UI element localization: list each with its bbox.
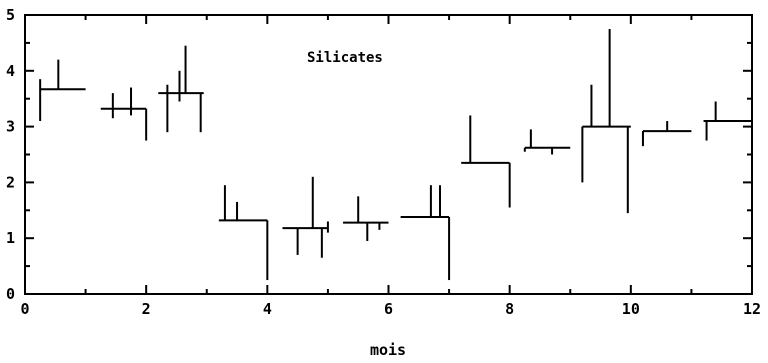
x-tick-label: 4 — [263, 300, 272, 318]
x-tick-label: 8 — [505, 300, 514, 318]
x-tick-label: 2 — [142, 300, 151, 318]
y-tick-label: 4 — [6, 62, 15, 80]
data-marks — [39, 28, 752, 281]
y-tick-label: 0 — [6, 285, 15, 303]
tick-marks — [24, 14, 753, 295]
x-tick-label: 6 — [384, 300, 393, 318]
y-tick-label: 2 — [6, 173, 15, 191]
y-tick-label: 3 — [6, 118, 15, 136]
y-tick-label: 5 — [6, 6, 15, 24]
x-tick-label: 12 — [743, 300, 761, 318]
x-tick-label: 10 — [622, 300, 640, 318]
plot-frame — [24, 14, 753, 295]
chart-title: Silicates — [307, 50, 383, 66]
x-axis-label: mois — [370, 341, 406, 359]
x-tick-label: 0 — [20, 300, 29, 318]
y-tick-label: 1 — [6, 229, 15, 247]
